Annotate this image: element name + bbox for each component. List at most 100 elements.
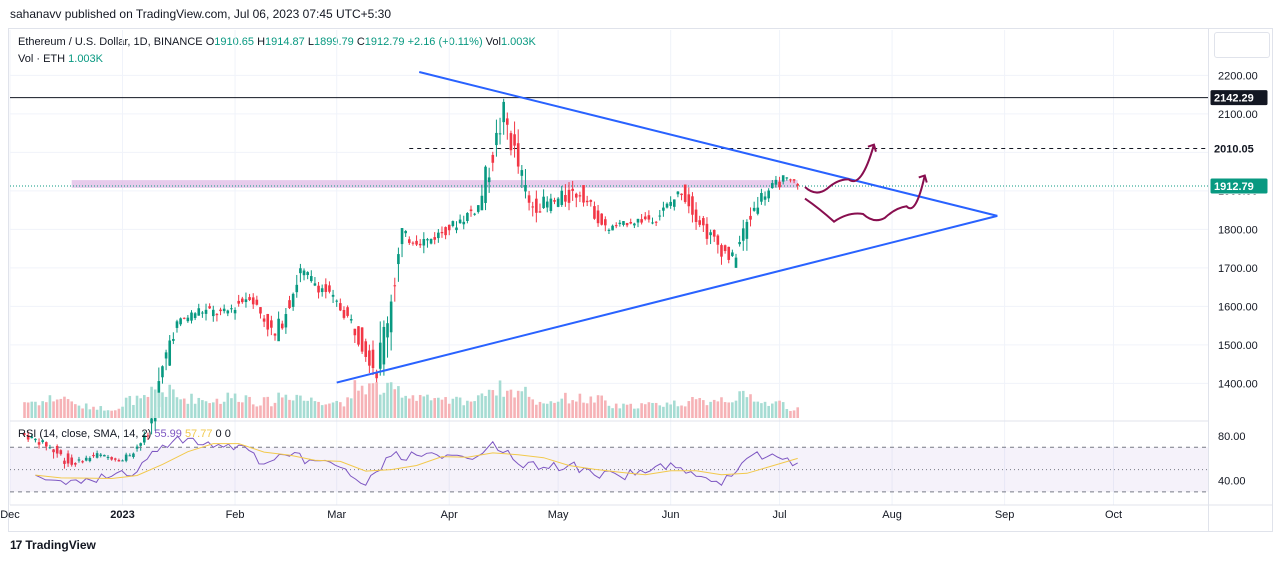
volume-bar: [313, 401, 317, 418]
volume-bar: [230, 398, 233, 418]
volume-bar: [491, 390, 495, 418]
x-tick-label: May: [548, 509, 569, 521]
volume-bar: [317, 401, 320, 418]
candle-body: [353, 328, 357, 336]
candle-body: [752, 207, 756, 211]
candle-body: [553, 200, 556, 202]
candle-body: [121, 460, 124, 462]
candle-body: [643, 216, 647, 220]
volume-bar: [349, 398, 353, 418]
x-tick-label: Jul: [773, 509, 787, 521]
candle-body: [720, 245, 723, 257]
volume-bar: [647, 402, 651, 418]
volume-bar: [408, 398, 411, 418]
volume-bar: [418, 394, 422, 418]
y-tick-label: 2200.00: [1218, 70, 1258, 82]
volume-bar: [440, 399, 444, 418]
candle-body: [778, 181, 781, 188]
volume-bar: [364, 394, 368, 418]
candle-body: [680, 193, 683, 196]
candle-body: [564, 195, 567, 202]
y-tick-label: 1400.00: [1218, 378, 1258, 390]
candle-body: [691, 196, 694, 215]
volume-bar: [567, 403, 571, 418]
candle-body: [186, 317, 190, 322]
candle-body: [63, 460, 66, 464]
volume-bar: [139, 398, 142, 418]
volume-bar: [487, 389, 491, 418]
candle-body: [651, 222, 654, 224]
candle-body: [150, 418, 153, 424]
candle-body: [712, 229, 716, 237]
candle-body: [59, 450, 63, 455]
candle-body: [792, 179, 796, 181]
volume-bar: [99, 406, 103, 418]
volume-bar: [262, 397, 266, 418]
volume-bar: [346, 397, 349, 418]
volume-bar: [389, 382, 393, 418]
volume-bar: [672, 400, 676, 418]
tradingview-brand[interactable]: 17 TradingView: [10, 538, 96, 552]
candle-body: [335, 300, 338, 302]
publisher-line: sahanavv published on TradingView.com, J…: [10, 7, 392, 21]
candle-body: [440, 231, 444, 234]
volume-bar: [324, 404, 328, 418]
volume-bar: [172, 389, 175, 418]
volume-bar: [77, 405, 81, 418]
volume-bar: [542, 403, 545, 418]
x-tick-label: Sep: [995, 509, 1015, 521]
rsi-sma-value: 57.77: [184, 428, 213, 440]
candle-body: [280, 323, 284, 329]
candle-body: [360, 327, 364, 352]
candle-body: [614, 225, 618, 227]
price-label-text: 1912.79: [1214, 181, 1254, 193]
candle-body: [542, 196, 545, 209]
candle-body: [556, 198, 560, 207]
candle-body: [451, 221, 455, 226]
scale-settings-box[interactable]: [1214, 32, 1270, 58]
candle-body: [349, 319, 353, 321]
candle-body: [473, 213, 476, 215]
volume-bar: [749, 394, 752, 418]
volume-bar: [498, 380, 502, 418]
volume-bar: [37, 405, 41, 418]
volume-bar: [607, 405, 611, 418]
volume-bar: [473, 401, 476, 418]
volume-bar: [509, 389, 513, 418]
volume-bar: [128, 395, 132, 418]
candle-body: [215, 314, 219, 316]
volume-bar: [339, 402, 342, 418]
candle-body: [117, 459, 121, 462]
volume-bar: [633, 408, 636, 418]
close-value: 1912.79: [364, 36, 405, 48]
volume-bar: [251, 404, 255, 418]
candle-body: [113, 458, 117, 460]
volume-bar: [299, 395, 302, 418]
candle-body: [705, 223, 709, 239]
volume-bar: [328, 403, 331, 418]
volume-bar: [734, 400, 738, 418]
volume-bar: [593, 402, 596, 418]
candle-body: [640, 219, 643, 223]
candle-body: [291, 293, 295, 307]
volume-bar: [451, 398, 455, 418]
volume-bar: [88, 409, 92, 418]
volume-bar: [502, 396, 505, 418]
candle-body: [756, 207, 760, 214]
candle-body: [411, 242, 415, 244]
candle-body: [306, 272, 309, 276]
volume-bar: [201, 400, 204, 418]
candle-body: [397, 254, 400, 265]
candle-body: [636, 218, 640, 223]
candle-body: [484, 166, 487, 203]
candle-body: [161, 366, 164, 378]
candle-body: [444, 227, 447, 236]
volume-bar: [535, 404, 538, 418]
x-tick-label: Jun: [662, 509, 680, 521]
close-key: C: [356, 36, 365, 48]
x-tick-label: Dec: [0, 509, 20, 521]
volume-bar: [702, 400, 705, 418]
candle-body: [106, 456, 110, 459]
volume-bar: [476, 395, 480, 418]
